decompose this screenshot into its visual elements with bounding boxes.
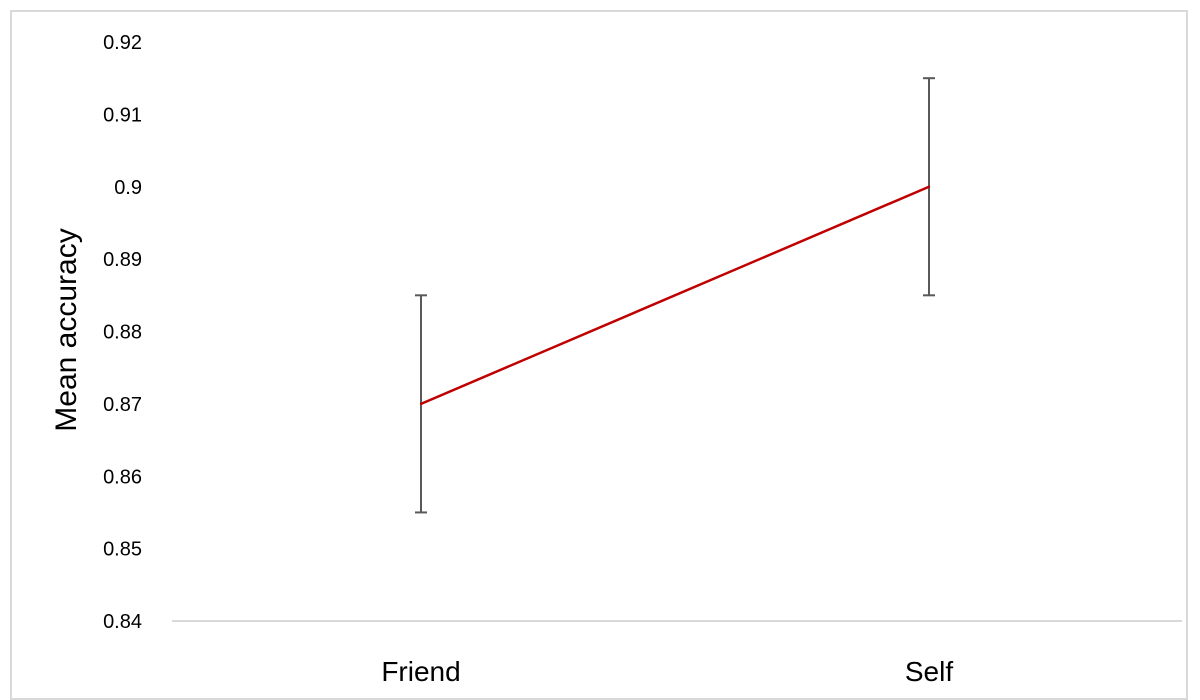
- y-tick-label: 0.91: [103, 104, 142, 126]
- y-tick-label: 0.88: [103, 322, 142, 344]
- data-point: [927, 185, 931, 188]
- data-point: [419, 402, 423, 406]
- x-category-label: Self: [905, 656, 953, 687]
- y-tick-label: 0.9: [114, 177, 142, 199]
- x-axis-category-labels: Friend Self: [381, 656, 953, 687]
- chart-frame: [10, 10, 1188, 700]
- y-tick-label: 0.89: [103, 249, 142, 271]
- x-category-label: Friend: [381, 656, 460, 687]
- y-tick-label: 0.85: [103, 539, 142, 561]
- series-lines: [419, 185, 931, 406]
- y-axis-title: Mean accuracy: [50, 228, 83, 431]
- y-tick-label: 0.84: [103, 611, 142, 633]
- y-tick-label: 0.92: [103, 32, 142, 54]
- y-tick-label: 0.87: [103, 394, 142, 416]
- y-tick-label: 0.86: [103, 466, 142, 488]
- series-line-segment: [420, 185, 930, 406]
- y-axis-tick-labels: 0.84 0.85 0.86 0.87 0.88 0.89 0.9 0.91 0.92: [103, 32, 142, 633]
